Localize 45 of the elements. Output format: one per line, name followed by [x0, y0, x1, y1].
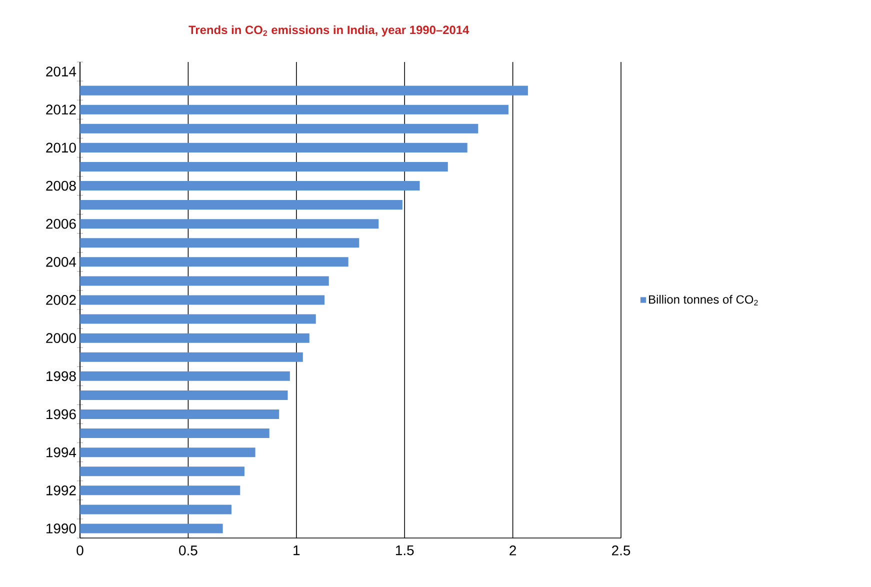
x-tick-label: 1 — [294, 546, 300, 556]
y-tick-label: 2002 — [46, 295, 76, 305]
x-tick-label: 0.5 — [179, 546, 198, 556]
x-tick-label: 0 — [76, 546, 84, 556]
bar — [80, 524, 223, 534]
bar — [80, 238, 360, 248]
bar — [80, 104, 508, 114]
bar — [80, 428, 270, 438]
bar — [80, 371, 290, 381]
bar — [80, 448, 256, 458]
y-tick-label: 1998 — [46, 371, 76, 382]
y-tick-label: 2004 — [46, 256, 76, 267]
y-tick-label: 2006 — [46, 218, 76, 229]
bar — [80, 486, 240, 496]
x-tick-label: 1.5 — [396, 546, 414, 556]
bar — [80, 86, 528, 96]
y-tick-label: 1992 — [46, 485, 76, 496]
bar — [80, 295, 325, 305]
y-tick-label: 1994 — [46, 447, 76, 458]
y-tick-label: 2000 — [46, 333, 76, 344]
y-tick-label: 2010 — [46, 142, 76, 153]
bar — [80, 181, 420, 191]
bar — [80, 504, 232, 514]
bar — [80, 466, 244, 476]
bar — [80, 124, 478, 134]
bar — [80, 352, 303, 362]
x-tick-label: 2.5 — [612, 546, 630, 556]
bar — [80, 142, 468, 152]
chart-title: Trends in CO$_{2}$ emissions in India, year 1990–2014 — [188, 25, 470, 37]
bar — [80, 162, 448, 172]
y-tick-label: 1990 — [46, 524, 76, 534]
bar — [80, 219, 379, 229]
bar — [80, 257, 348, 267]
bar — [80, 409, 280, 420]
x-tick-label: 2 — [510, 546, 516, 556]
y-tick-label: 1996 — [46, 409, 76, 420]
bar — [80, 276, 329, 286]
y-tick-label: 2008 — [46, 180, 76, 191]
bar — [80, 314, 316, 324]
bar — [80, 200, 402, 210]
y-tick-label: 2014 — [46, 66, 76, 76]
bar — [80, 390, 288, 400]
y-tick-label: 2012 — [46, 104, 76, 115]
legend-label: Billion tonnes of CO$_{2}$ — [649, 294, 758, 306]
bar — [80, 333, 310, 343]
